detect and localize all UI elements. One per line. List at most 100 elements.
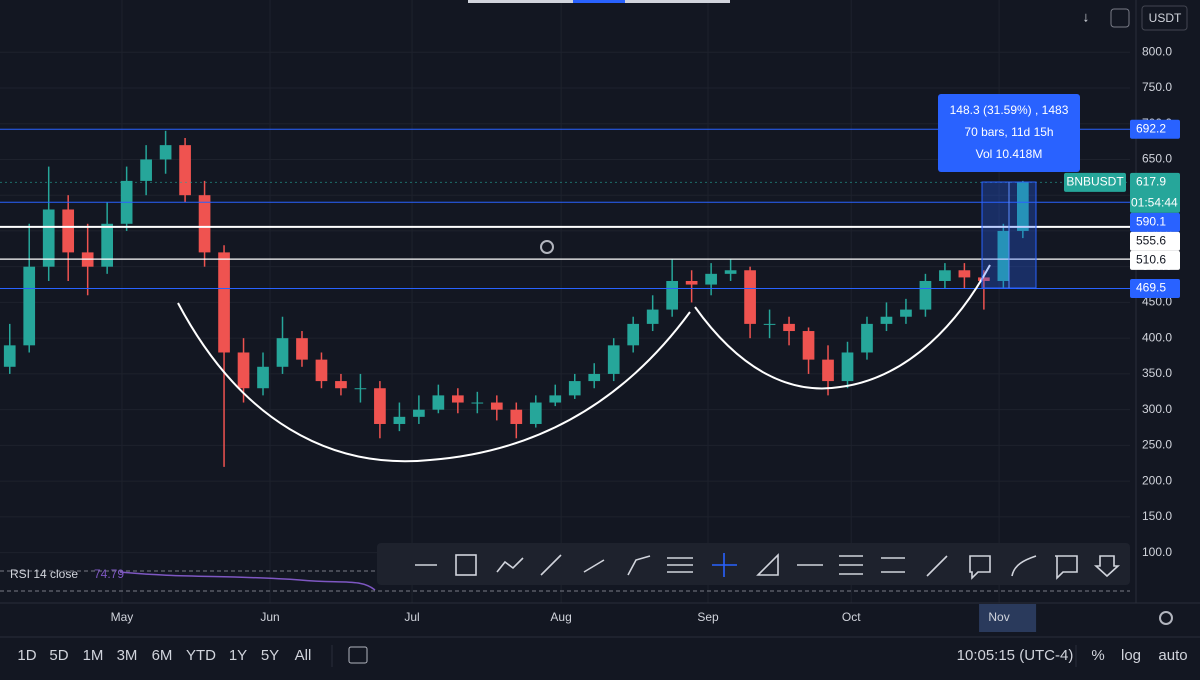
reset-icon[interactable] <box>1110 8 1130 28</box>
candle-body <box>529 402 542 424</box>
tab[interactable] <box>625 0 730 3</box>
candle-body <box>452 395 464 403</box>
y-tick-label: 400.0 <box>1142 330 1172 344</box>
candle-body <box>179 145 191 196</box>
candle-body <box>763 323 776 325</box>
measure-text: 148.3 (31.59%) , 1483 <box>950 103 1069 117</box>
candle-body <box>335 381 347 389</box>
candle-body <box>802 331 815 360</box>
range-button[interactable]: 1M <box>83 647 104 664</box>
y-tick-label: 350.0 <box>1142 366 1172 380</box>
x-tick-label: Sep <box>697 610 719 624</box>
candle-body <box>939 270 951 281</box>
candle-body <box>237 352 250 389</box>
measure-text: 70 bars, 11d 15h <box>964 125 1053 139</box>
x-tick-label: May <box>111 610 134 624</box>
candle-body <box>958 270 971 278</box>
candle-body <box>140 159 152 181</box>
candle-body <box>413 409 425 417</box>
candle-body <box>724 270 737 274</box>
tool-icon[interactable] <box>627 555 651 576</box>
range-button[interactable]: 6M <box>152 647 173 664</box>
x-axis: May Jun Jul Aug Sep Oct Nov <box>111 604 1037 632</box>
candle-body <box>62 209 75 253</box>
range-button[interactable]: 5D <box>49 647 68 664</box>
range-button[interactable]: YTD <box>186 647 216 664</box>
tool-icon[interactable] <box>926 555 948 577</box>
candle-body <box>315 359 328 382</box>
candle-body <box>393 416 406 424</box>
y-tick-label: 200.0 <box>1142 473 1172 487</box>
price-label: 692.2 <box>1136 121 1166 135</box>
rsi-label: RSI 14 close <box>10 567 78 581</box>
candle-body <box>490 402 503 410</box>
candle-body <box>861 323 873 353</box>
candle-body <box>101 223 113 267</box>
y-tick-label: 450.0 <box>1142 295 1172 309</box>
y-tick-label: 150.0 <box>1142 509 1172 523</box>
clock[interactable]: 10:05:15 (UTC-4) <box>957 647 1074 664</box>
candle-body <box>23 266 36 346</box>
alarm-icon[interactable] <box>540 240 554 254</box>
settings-icon[interactable] <box>1159 611 1173 625</box>
candle-body <box>471 402 484 404</box>
candle-body <box>822 359 834 382</box>
tool-icon[interactable] <box>1093 555 1121 578</box>
candle-body <box>549 395 562 403</box>
candle-body <box>646 309 659 324</box>
candle-body <box>744 270 756 324</box>
auto-toggle[interactable]: auto <box>1158 647 1187 664</box>
tool-icon[interactable] <box>496 557 524 573</box>
candle-body <box>997 230 1010 281</box>
candle-body <box>3 345 16 367</box>
price-label-bg <box>1130 278 1180 298</box>
x-tick-label: Nov <box>988 610 1009 624</box>
symbol-label-bg <box>1064 172 1126 192</box>
currency-box[interactable] <box>1141 5 1188 31</box>
range-button[interactable]: 1Y <box>229 647 247 664</box>
tab[interactable] <box>468 0 573 3</box>
range-button[interactable]: 1D <box>17 647 36 664</box>
candle-body <box>257 366 269 389</box>
range-button[interactable]: 5Y <box>261 647 279 664</box>
rsi-value: 74.79 <box>94 567 124 581</box>
x-tick-label: Jun <box>260 610 279 624</box>
tab[interactable] <box>573 0 625 3</box>
range-button[interactable]: All <box>295 647 312 664</box>
y-tick-label: 250.0 <box>1142 438 1172 452</box>
candle-body <box>978 277 990 281</box>
toolbar-bg <box>377 543 1130 585</box>
bottom-toolbar: 10:05:15 (UTC-4) % log auto 1D 5D 1M 3M 6M YT… <box>17 645 1188 667</box>
tool-icon[interactable] <box>455 554 477 576</box>
y-tick-label: 650.0 <box>1142 152 1172 166</box>
x-tick-highlight <box>979 604 1037 632</box>
range-button[interactable]: 3M <box>117 647 138 664</box>
price-label-bg <box>1130 119 1180 139</box>
scroll-icon[interactable]: ↓ <box>1083 9 1090 25</box>
currency[interactable]: USDT <box>1149 11 1182 25</box>
tool-icon[interactable] <box>540 554 562 576</box>
tool-icon[interactable] <box>1011 555 1037 577</box>
candle-body <box>685 280 698 285</box>
candle-body <box>705 273 717 285</box>
price-label: 510.6 <box>1136 253 1166 267</box>
rsi-line <box>119 571 376 591</box>
tool-icon[interactable] <box>583 559 605 573</box>
price-label-bg <box>1130 250 1180 270</box>
price-label: 617.9 <box>1136 175 1166 189</box>
y-tick-label: 750.0 <box>1142 80 1172 94</box>
candle-body <box>42 209 55 267</box>
candle-body <box>841 352 854 382</box>
log-toggle[interactable]: log <box>1121 647 1141 664</box>
tool-icon[interactable] <box>969 555 991 580</box>
date-range-icon[interactable] <box>348 646 368 664</box>
tool-icon[interactable] <box>756 553 779 576</box>
tool-icon[interactable] <box>1055 555 1078 580</box>
candle-body <box>374 388 386 424</box>
y-tick-label: 300.0 <box>1142 402 1172 416</box>
measure-box <box>938 94 1080 172</box>
percent-toggle[interactable]: % <box>1091 647 1104 664</box>
countdown: 01:54:44 <box>1131 196 1178 210</box>
price-label: 469.5 <box>1136 281 1166 295</box>
